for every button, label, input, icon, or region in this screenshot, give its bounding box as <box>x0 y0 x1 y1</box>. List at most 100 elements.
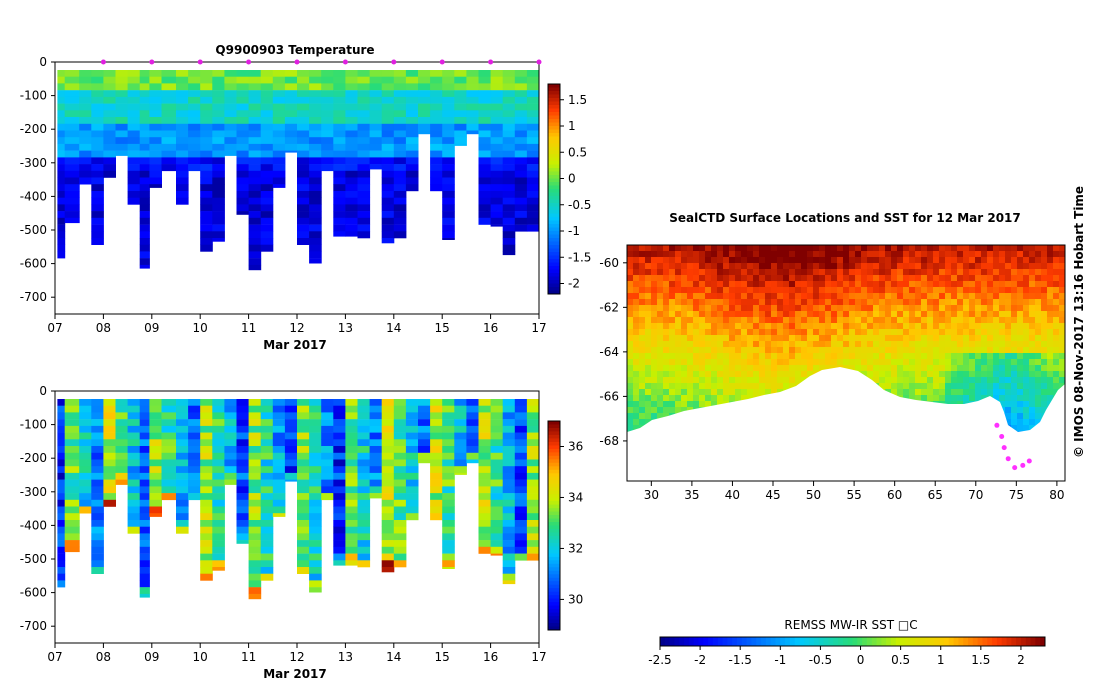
profile-cell <box>309 96 322 104</box>
sst-cell <box>969 335 976 342</box>
profile-cell <box>333 103 346 111</box>
profile-cell <box>490 439 504 447</box>
profile-cell <box>297 103 310 111</box>
profile-cell <box>272 70 286 77</box>
profile-cell <box>236 191 250 198</box>
profile-cell <box>430 90 443 98</box>
sst-cell <box>633 419 640 426</box>
profile-cell <box>284 405 298 413</box>
sst-cell <box>849 365 856 372</box>
sst-cell <box>903 305 910 312</box>
sst-cell <box>1053 257 1060 264</box>
profile-cell <box>248 439 262 447</box>
sst-cell <box>993 383 1000 390</box>
profile-cell <box>236 117 250 124</box>
profile-cell <box>502 157 516 165</box>
profile-cell <box>284 83 298 91</box>
sst-cell <box>717 335 724 342</box>
profile-cell <box>200 238 213 245</box>
x-tick-label: 14 <box>386 321 401 335</box>
sst-cell <box>1005 341 1012 348</box>
profile-cell <box>188 425 201 433</box>
profile-cell <box>57 70 66 77</box>
sst-cell <box>633 371 640 378</box>
sst-cell <box>693 263 700 270</box>
profile-cell <box>381 130 395 138</box>
sst-cell <box>681 311 688 318</box>
sst-cell <box>633 245 640 252</box>
sst-cell <box>1035 371 1042 378</box>
profile-cell <box>161 472 177 480</box>
sst-cell <box>789 263 796 270</box>
profile-cell <box>369 459 383 467</box>
profile-cell <box>502 425 516 433</box>
sst-cell <box>633 353 640 360</box>
sst-cell <box>1053 377 1060 384</box>
profile-cell <box>345 553 358 561</box>
profile-cell <box>297 412 310 420</box>
sst-cell <box>1017 269 1024 276</box>
profile-cell <box>526 204 539 212</box>
sst-cell <box>879 341 886 348</box>
profile-cell <box>357 399 371 406</box>
sst-cell <box>975 341 982 348</box>
profile-cell <box>514 419 528 427</box>
profile-cell <box>514 150 528 158</box>
profile-column <box>442 399 455 569</box>
profile-cell <box>442 83 455 91</box>
sst-cell <box>849 359 856 366</box>
sst-cell <box>861 251 868 258</box>
profile-cell <box>381 70 395 77</box>
profile-cell <box>357 425 371 433</box>
profile-cell <box>430 157 443 165</box>
sst-cell <box>1041 281 1048 288</box>
profile-cell <box>333 560 346 566</box>
sst-cell <box>807 287 814 294</box>
sst-cell <box>945 371 952 378</box>
profile-cell <box>139 177 150 185</box>
profile-cell <box>393 137 407 145</box>
sst-cell <box>735 389 742 396</box>
profile-cell <box>454 103 467 111</box>
sst-cell <box>651 395 658 402</box>
profile-cell <box>248 96 262 104</box>
sst-cell <box>897 329 904 336</box>
profile-cell <box>442 567 455 569</box>
profile-cell <box>127 70 141 77</box>
sst-cell <box>867 353 874 360</box>
sst-cell <box>645 305 652 312</box>
sst-cell <box>1053 317 1060 324</box>
profile-column <box>200 70 213 252</box>
sst-cell <box>1017 425 1024 432</box>
profile-cell <box>139 405 150 413</box>
profile-cell <box>405 493 419 501</box>
sst-cell <box>825 245 832 252</box>
sst-cell <box>1011 407 1018 414</box>
sst-cell <box>903 335 910 342</box>
sst-cell <box>873 257 880 264</box>
sst-cell <box>675 287 682 294</box>
map-y-tick-label: -62 <box>599 300 619 314</box>
sst-cell <box>717 389 724 396</box>
sst-cell <box>831 263 838 270</box>
profile-cell <box>321 419 334 427</box>
profile-column <box>490 399 504 556</box>
sst-cell <box>1047 371 1054 378</box>
sst-cell <box>711 245 718 252</box>
profile-cell <box>490 224 504 227</box>
colorbar-segment <box>548 196 560 200</box>
profile-cell <box>297 157 310 165</box>
profile-cell <box>188 399 201 406</box>
profile-cell <box>57 466 66 474</box>
profile-cell <box>321 432 334 440</box>
sst-cell <box>759 281 766 288</box>
sst-cell <box>699 269 706 276</box>
sst-cell <box>753 287 760 294</box>
sst-cell <box>903 293 910 300</box>
sst-cell <box>711 329 718 336</box>
sst-cell <box>699 347 706 354</box>
sst-cell <box>819 329 826 336</box>
map-colorbar: -2.5 -2 -1.5 -1 -0.5 0 0.5 1 1.5 2 <box>648 636 1046 667</box>
profile-cell <box>149 70 162 77</box>
sst-cell <box>765 251 772 258</box>
